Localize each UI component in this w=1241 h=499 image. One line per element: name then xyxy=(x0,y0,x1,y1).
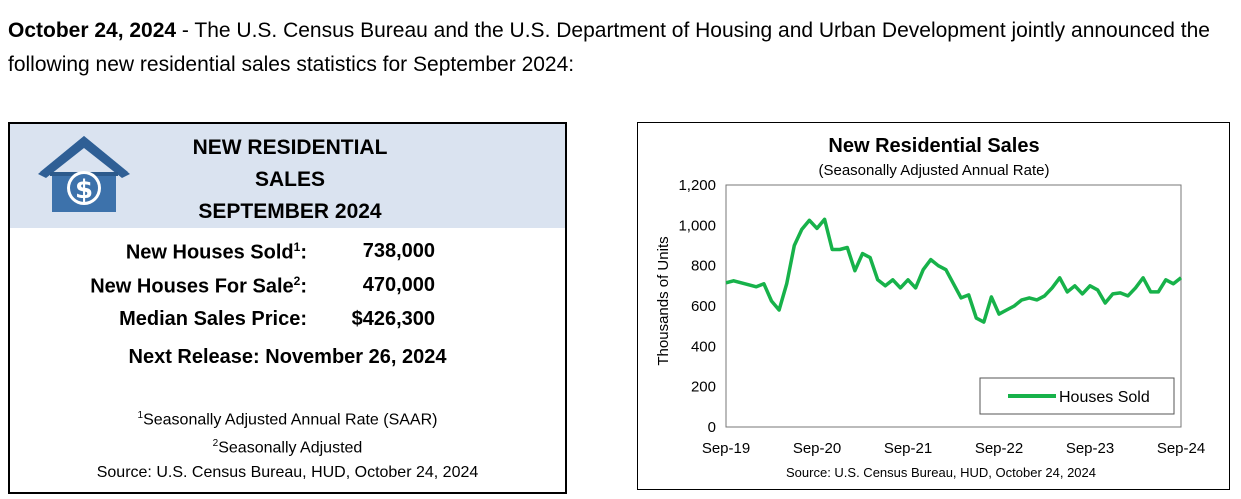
next-release: Next Release: November 26, 2024 xyxy=(128,346,447,368)
sales-line-chart: New Residential Sales (Seasonally Adjust… xyxy=(655,135,1205,480)
y-axis-label: Thousands of Units xyxy=(655,236,672,365)
house-dollar-icon: $ xyxy=(38,136,130,212)
x-tick-label: Sep-22 xyxy=(975,440,1023,457)
legend-label: Houses Sold xyxy=(1059,389,1150,406)
y-tick-label: 1,000 xyxy=(678,217,716,234)
svg-text:$: $ xyxy=(75,175,93,205)
y-tick-label: 200 xyxy=(691,379,716,396)
source-note: Source: U.S. Census Bureau, HUD, October… xyxy=(96,463,479,481)
x-tick-label: Sep-24 xyxy=(1157,440,1205,457)
chart-panel: New Residential Sales (Seasonally Adjust… xyxy=(637,122,1230,490)
footnote-2: 2Seasonally Adjusted xyxy=(212,438,363,457)
legend-box xyxy=(979,377,1175,415)
summary-header: $ NEW RESIDENTIAL SALES SEPTEMBER 2024 xyxy=(10,124,565,228)
x-tick-label: Sep-20 xyxy=(793,440,841,457)
x-tick-label: Sep-21 xyxy=(884,440,932,457)
stat-houses-for-sale: New Houses For Sale2: 470,000 xyxy=(90,274,435,298)
y-tick-label: 600 xyxy=(691,298,716,315)
chart-subtitle: (Seasonally Adjusted Annual Rate) xyxy=(819,162,1050,179)
intro-paragraph: October 24, 2024 - The U.S. Census Burea… xyxy=(8,14,1228,82)
plot-area xyxy=(725,184,1182,428)
series-line-houses-sold xyxy=(725,217,1183,324)
y-tick-label: 400 xyxy=(691,338,716,355)
x-tick-label: Sep-23 xyxy=(1066,440,1114,457)
footnotes: 1Seasonally Adjusted Annual Rate (SAAR) … xyxy=(10,404,565,485)
footnote-1: 1Seasonally Adjusted Annual Rate (SAAR) xyxy=(137,410,438,429)
summary-box: $ NEW RESIDENTIAL SALES SEPTEMBER 2024 N… xyxy=(8,122,567,494)
chart-source: Source: U.S. Census Bureau, HUD, October… xyxy=(786,465,1096,480)
stat-median-price: Median Sales Price: $426,300 xyxy=(119,308,435,330)
y-tick-label: 800 xyxy=(691,258,716,275)
summary-title: NEW RESIDENTIAL SALES SEPTEMBER 2024 xyxy=(192,136,388,223)
chart-title: New Residential Sales xyxy=(828,135,1039,157)
intro-text: - The U.S. Census Bureau and the U.S. De… xyxy=(8,19,1210,76)
y-tick-label: 1,200 xyxy=(678,177,716,194)
release-date: October 24, 2024 xyxy=(8,19,177,42)
stat-houses-sold: New Houses Sold1: 738,000 xyxy=(125,240,435,264)
y-tick-label: 0 xyxy=(708,419,716,436)
x-tick-label: Sep-19 xyxy=(702,440,750,457)
